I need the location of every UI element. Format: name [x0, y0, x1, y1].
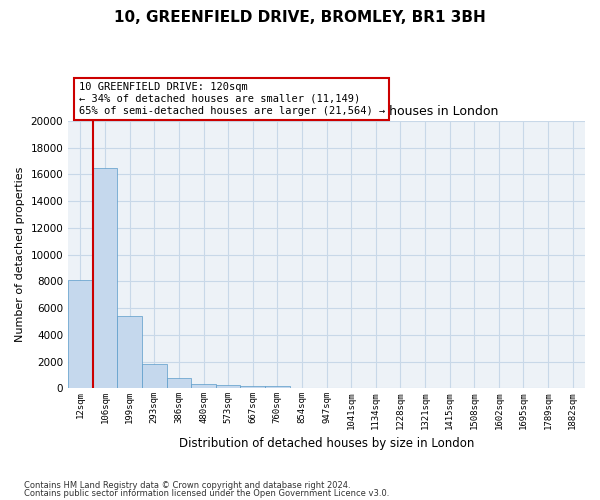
Bar: [265, 386, 290, 388]
Bar: [118, 316, 142, 388]
Bar: [167, 378, 191, 388]
Bar: [68, 280, 93, 388]
Text: Contains public sector information licensed under the Open Government Licence v3: Contains public sector information licen…: [24, 488, 389, 498]
Title: Size of property relative to detached houses in London: Size of property relative to detached ho…: [155, 106, 498, 118]
Text: Contains HM Land Registry data © Crown copyright and database right 2024.: Contains HM Land Registry data © Crown c…: [24, 481, 350, 490]
Text: 10 GREENFIELD DRIVE: 120sqm
← 34% of detached houses are smaller (11,149)
65% of: 10 GREENFIELD DRIVE: 120sqm ← 34% of det…: [79, 82, 385, 116]
Bar: [142, 364, 167, 388]
Bar: [93, 168, 118, 388]
Bar: [216, 384, 241, 388]
Y-axis label: Number of detached properties: Number of detached properties: [15, 167, 25, 342]
Bar: [191, 384, 216, 388]
X-axis label: Distribution of detached houses by size in London: Distribution of detached houses by size …: [179, 437, 474, 450]
Text: 10, GREENFIELD DRIVE, BROMLEY, BR1 3BH: 10, GREENFIELD DRIVE, BROMLEY, BR1 3BH: [114, 10, 486, 25]
Bar: [241, 386, 265, 388]
